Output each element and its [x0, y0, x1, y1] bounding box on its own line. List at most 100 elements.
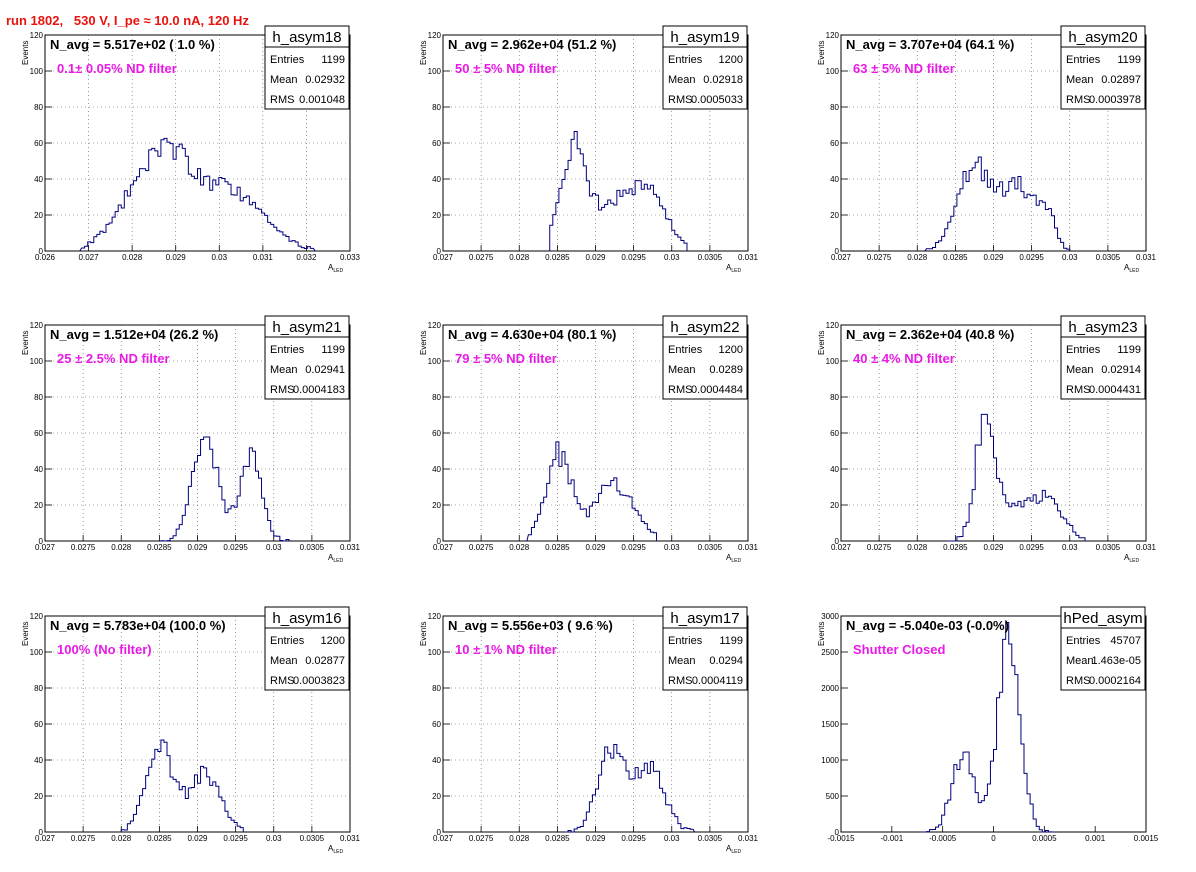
x-tick-label: 0.031: [340, 834, 361, 843]
y-tick-label: 100: [30, 357, 44, 366]
y-tick-label: 20: [432, 792, 441, 801]
x-tick-label: 0.027: [79, 253, 100, 262]
y-tick-label: 0: [39, 828, 44, 837]
stat-label: RMS: [270, 384, 294, 396]
x-tick-label: 0.03: [664, 253, 680, 262]
stat-label: RMS: [1066, 94, 1090, 106]
y-tick-label: 120: [826, 321, 840, 330]
x-tick-label: 0.031: [253, 253, 274, 262]
y-tick-label: 100: [30, 67, 44, 76]
histogram-name: h_asym21: [272, 319, 341, 336]
x-tick-label: 0.028: [509, 543, 530, 552]
histogram-line-h_asym17: [565, 743, 696, 833]
stat-value: 1200: [719, 344, 743, 356]
stat-label: Entries: [270, 344, 305, 356]
stat-label: Entries: [668, 635, 703, 647]
x-tick-label: 0.031: [1136, 543, 1157, 552]
y-tick-label: 100: [30, 648, 44, 657]
histogram-panel-h_asym20: 0.027 0.0275 0.028 0.0285 0.029 0.0295 0.03 0.0…: [817, 25, 1157, 274]
y-tick-label: 0: [835, 537, 840, 546]
stat-value: 1200: [321, 635, 345, 647]
y-tick-label: 20: [432, 501, 441, 510]
x-tick-label: 0.028: [111, 543, 132, 552]
y-tick-label: 2000: [821, 684, 839, 693]
y-tick-label: 20: [830, 501, 839, 510]
x-tick-label: 0.031: [340, 543, 361, 552]
plot-title: N_avg = 5.517e+02 ( 1.0 %): [50, 37, 215, 52]
y-tick-label: 120: [826, 31, 840, 40]
y-tick-label: 40: [830, 175, 839, 184]
x-tick-label: 0.03: [664, 834, 680, 843]
filter-annotation: 0.1± 0.05% ND filter: [57, 61, 177, 76]
y-axis-label: Events: [817, 622, 826, 646]
x-tick-label: 0.0275: [867, 543, 892, 552]
histogram-name: h_asym20: [1068, 29, 1137, 46]
stat-value: 0.0005033: [691, 94, 743, 106]
x-tick-label: 0.0305: [698, 834, 723, 843]
histogram-panel-h_asym19: 0.027 0.0275 0.028 0.0285 0.029 0.0295 0.03 0.0…: [419, 25, 759, 274]
stats-box: [264, 627, 350, 691]
x-tick-label: 0.0275: [71, 834, 96, 843]
stat-value: 45707: [1110, 635, 1141, 647]
x-tick-label: 0.0275: [469, 834, 494, 843]
stat-value: 1199: [719, 635, 743, 647]
y-tick-label: 100: [826, 67, 840, 76]
stat-label: Mean: [1066, 655, 1094, 667]
stat-value: 0.0289: [709, 364, 743, 376]
x-tick-label: 0.001: [1085, 834, 1106, 843]
y-tick-label: 0: [437, 828, 442, 837]
y-tick-label: 60: [830, 139, 839, 148]
x-axis-label: ALED: [328, 844, 343, 855]
x-tick-label: 0.0285: [147, 834, 172, 843]
x-tick-label: 0.031: [738, 253, 759, 262]
page-title: run 1802, 530 V, I_pe ≈ 10.0 nA, 120 Hz: [6, 13, 249, 28]
y-tick-label: 1500: [821, 720, 839, 729]
x-tick-label: 0.028: [907, 543, 928, 552]
x-tick-label: 0.0275: [867, 253, 892, 262]
stat-value: 0.0002164: [1089, 675, 1141, 687]
y-tick-label: 20: [830, 211, 839, 220]
x-tick-label: 0.0305: [300, 834, 325, 843]
y-tick-label: 80: [830, 393, 839, 402]
y-tick-label: 20: [34, 501, 43, 510]
y-tick-label: 20: [432, 211, 441, 220]
stat-label: Entries: [270, 635, 305, 647]
histogram-line-h_asym21: [159, 436, 290, 542]
histogram-name: h_asym17: [670, 610, 739, 627]
x-tick-label: 0.027: [35, 543, 56, 552]
plot-title: N_avg = 3.707e+04 (64.1 %): [846, 37, 1014, 52]
stats-box: [264, 336, 350, 400]
histogram-name: h_asym18: [272, 29, 341, 46]
x-tick-label: 0.027: [433, 834, 454, 843]
histogram-panel-h_asym22: 0.027 0.0275 0.028 0.0285 0.029 0.0295 0.03 0.0…: [419, 315, 759, 564]
y-tick-label: 80: [432, 393, 441, 402]
y-tick-label: 0: [437, 537, 442, 546]
stats-box: [1060, 336, 1146, 400]
x-tick-label: 0.033: [340, 253, 361, 262]
stat-value: 1.463e-05: [1091, 655, 1141, 667]
stats-box: [662, 336, 748, 400]
y-tick-label: 0: [39, 537, 44, 546]
stat-value: 0.0004484: [691, 384, 743, 396]
y-tick-label: 60: [34, 720, 43, 729]
stat-label: Entries: [1066, 54, 1101, 66]
x-tick-label: 0.03: [1062, 253, 1078, 262]
stat-label: Entries: [270, 54, 305, 66]
x-tick-label: 0.0285: [943, 253, 968, 262]
stat-value: 0.02914: [1101, 364, 1141, 376]
y-tick-label: 120: [428, 31, 442, 40]
stat-label: Mean: [1066, 364, 1094, 376]
x-tick-label: 0.029: [585, 543, 606, 552]
x-tick-label: 0.03: [266, 834, 282, 843]
x-tick-label: 0.03: [664, 543, 680, 552]
x-tick-label: 0.0275: [71, 543, 96, 552]
x-tick-label: 0.028: [509, 253, 530, 262]
x-tick-label: 0.028: [907, 253, 928, 262]
stat-label: Entries: [1066, 344, 1101, 356]
stat-value: 1199: [321, 54, 345, 66]
x-tick-label: 0.0305: [698, 543, 723, 552]
x-tick-label: 0.0005: [1032, 834, 1057, 843]
stat-value: 0.0003823: [293, 675, 345, 687]
y-tick-label: 80: [432, 684, 441, 693]
filter-annotation: 40 ± 4% ND filter: [853, 351, 955, 366]
